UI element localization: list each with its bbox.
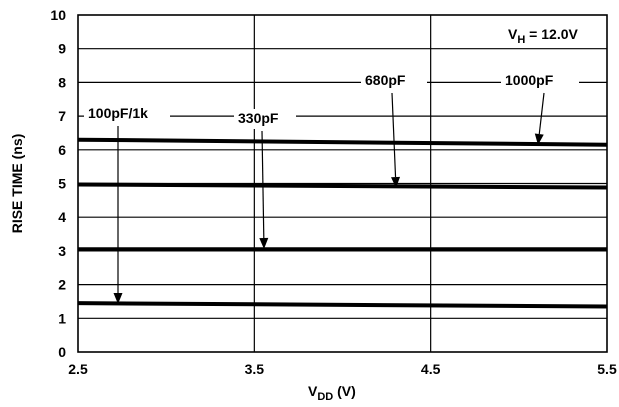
condition-label: VH = 12.0V xyxy=(508,26,579,46)
label-pointer-arrowhead xyxy=(391,176,401,188)
condition-subscript: H xyxy=(517,34,525,46)
x-axis-title-main: V xyxy=(308,383,318,399)
series-label-680pf: 680pF xyxy=(365,72,406,88)
y-tick-label: 7 xyxy=(58,108,66,124)
label-pointer-line xyxy=(261,130,265,239)
y-tick-labels: 0 1 2 3 4 5 6 7 8 9 10 xyxy=(50,7,66,360)
series-label-330pf: 330pF xyxy=(238,110,279,126)
x-tick-label: 5.5 xyxy=(597,361,617,377)
y-axis-title: RISE TIME (ns) xyxy=(9,134,25,234)
condition-label-bg xyxy=(496,20,604,46)
y-tick-label: 6 xyxy=(58,142,66,158)
x-tick-label: 2.5 xyxy=(68,361,88,377)
x-tick-label: 3.5 xyxy=(245,361,265,377)
x-axis-title-subscript: DD xyxy=(317,391,333,403)
series-labels: 100pF/1k 330pF 680pF 1000pF xyxy=(84,71,579,129)
label-pointer-arrowhead xyxy=(259,237,269,249)
x-tick-label: 4.5 xyxy=(421,361,441,377)
series-line xyxy=(77,182,608,190)
condition-main: V xyxy=(508,26,518,42)
y-tick-label: 2 xyxy=(58,277,66,293)
y-tick-label: 10 xyxy=(50,7,66,23)
y-tick-label: 9 xyxy=(58,41,66,57)
series-label-bg xyxy=(234,109,296,129)
series-label-100pf: 100pF/1k xyxy=(88,105,148,121)
x-axis-title-unit: (V) xyxy=(333,383,356,399)
y-tick-label: 0 xyxy=(58,344,66,360)
condition-rest: = 12.0V xyxy=(525,26,578,42)
series-label-bg xyxy=(501,71,579,91)
x-axis-title: VDD (V) xyxy=(308,383,356,403)
x-tick-labels: 2.5 3.5 4.5 5.5 xyxy=(68,361,617,377)
y-tick-label: 4 xyxy=(58,209,66,225)
series-line xyxy=(77,137,608,147)
label-pointer-arrowhead xyxy=(113,293,123,304)
series-label-1000pf: 1000pF xyxy=(505,72,554,88)
label-pointer-line xyxy=(538,92,545,135)
series-label-bg xyxy=(84,104,170,124)
series-label-bg xyxy=(361,71,427,91)
series-lines xyxy=(77,137,608,309)
label-pointer-line xyxy=(391,92,397,178)
plot-frame xyxy=(77,14,608,353)
y-tick-label: 1 xyxy=(58,310,66,326)
y-tick-label: 5 xyxy=(58,176,66,192)
label-pointer-arrowhead xyxy=(534,133,544,145)
series-line xyxy=(77,301,608,309)
y-tick-label: 3 xyxy=(58,243,66,259)
label-pointers xyxy=(113,92,545,304)
y-tick-label: 8 xyxy=(58,74,66,90)
